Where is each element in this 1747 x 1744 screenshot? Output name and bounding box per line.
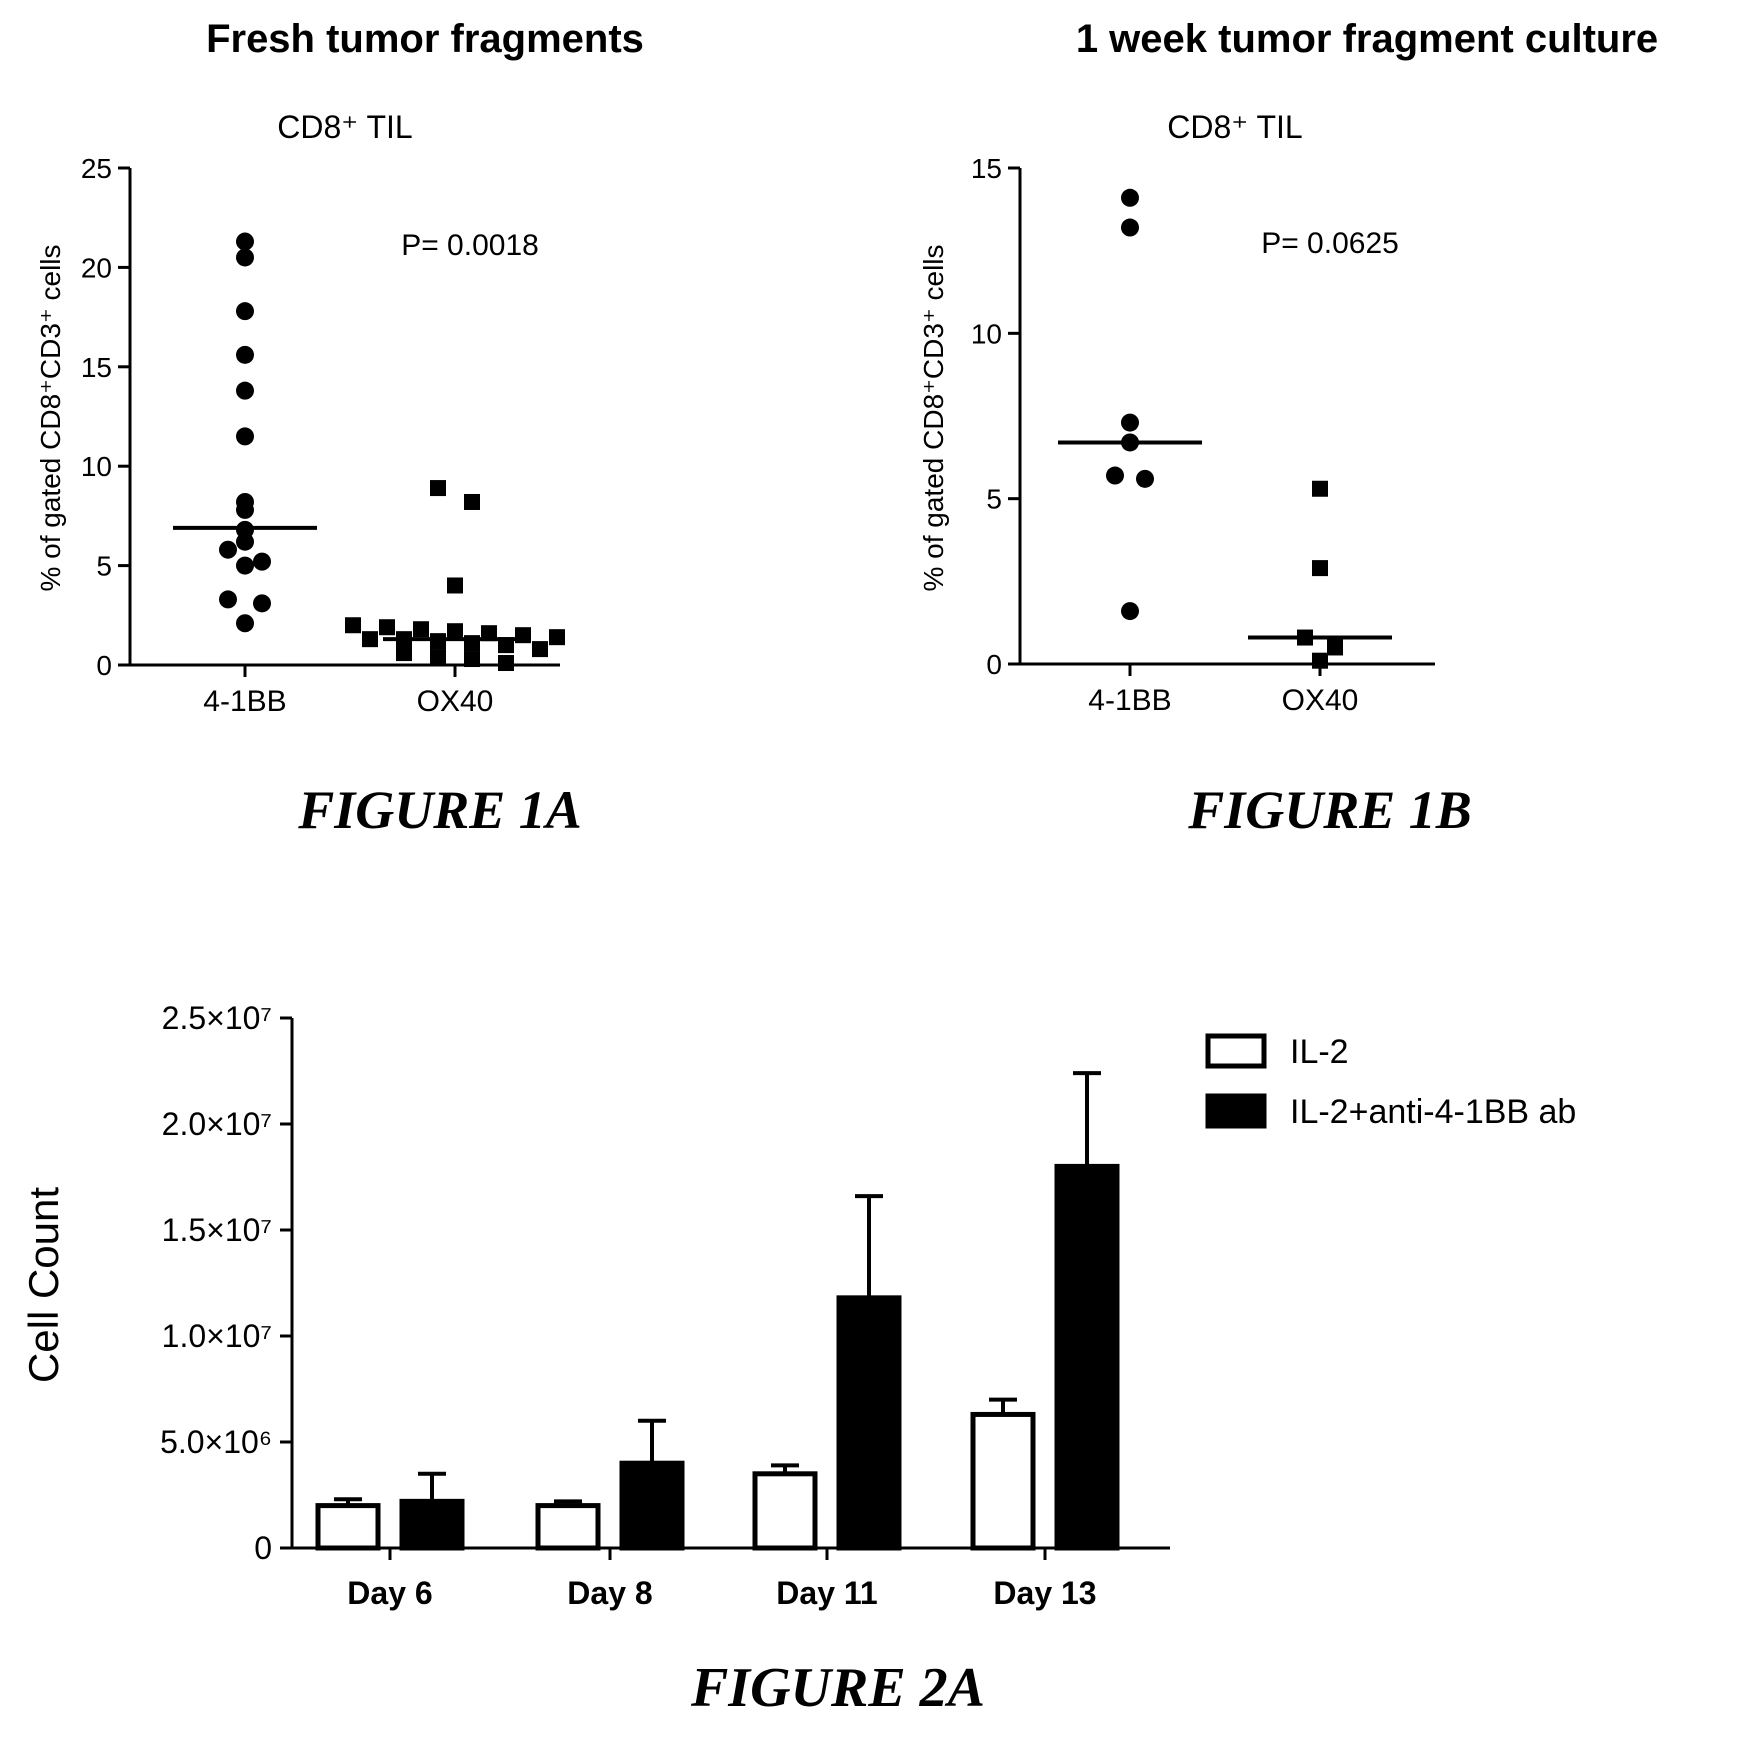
data-point	[447, 623, 463, 640]
bar	[752, 1471, 818, 1551]
data-point	[1121, 602, 1139, 621]
y-tick-label: 5	[96, 551, 112, 582]
data-point	[430, 649, 446, 666]
bar	[315, 1503, 381, 1551]
y-axis-label-1b: % of gated CD8⁺CD3⁺ cells	[918, 244, 949, 591]
data-point	[1106, 466, 1124, 485]
chart-1a: Fresh tumor fragments CD8⁺ TIL % of gate…	[35, 17, 644, 840]
x-tick-label: Day 13	[993, 1575, 1096, 1611]
data-point	[236, 302, 254, 321]
y-tick-label: 5.0×10⁶	[160, 1424, 272, 1460]
data-point	[236, 381, 254, 400]
data-point	[379, 619, 395, 636]
data-point	[236, 345, 254, 364]
data-point	[1121, 188, 1139, 207]
data-point	[236, 532, 254, 551]
y-tick-label: 10	[971, 318, 1002, 349]
x-tick-label: Day 8	[567, 1575, 652, 1611]
data-point	[236, 500, 254, 519]
data-point	[345, 617, 361, 634]
points-1a	[173, 232, 565, 672]
y-tick-label: 0	[986, 649, 1002, 680]
data-point	[219, 590, 237, 609]
y-tick-label: 1.5×10⁷	[162, 1212, 272, 1248]
data-point	[413, 621, 429, 638]
data-point	[498, 655, 514, 672]
y-tick-label: 0	[96, 650, 112, 681]
bar	[970, 1411, 1036, 1551]
legend-2a: IL-2 IL-2+anti-4-1BB ab	[1205, 1033, 1576, 1131]
chart-1b: 1 week tumor fragment culture CD8⁺ TIL %…	[918, 17, 1658, 840]
y-tick-label: 10	[81, 451, 112, 482]
bars-2a	[315, 1071, 1120, 1551]
figure-label-2a: FIGURE 2A	[690, 1657, 985, 1719]
y-tick-label: 2.0×10⁷	[162, 1106, 272, 1142]
x-tick-label: Day 11	[776, 1575, 877, 1611]
figure-label-1a: FIGURE 1A	[297, 780, 582, 840]
x-tick-label: 4-1BB	[203, 685, 286, 718]
data-point	[1136, 469, 1154, 488]
data-point	[236, 556, 254, 575]
legend-label-il2-anti-41bb: IL-2+anti-4-1BB ab	[1290, 1093, 1576, 1131]
data-point	[447, 577, 463, 594]
bar	[399, 1498, 465, 1551]
bar	[1054, 1163, 1120, 1551]
panel-title-1a: Fresh tumor fragments	[206, 17, 644, 61]
y-tick-label: 2.5×10⁷	[162, 1000, 272, 1036]
data-point	[532, 641, 548, 658]
chart-title-1a: CD8⁺ TIL	[277, 109, 412, 145]
data-point	[236, 614, 254, 633]
data-point	[1121, 413, 1139, 432]
p-value-1b: P= 0.0625	[1261, 227, 1399, 260]
y-tick-label: 15	[971, 153, 1002, 184]
data-point	[1312, 560, 1328, 577]
data-point	[464, 651, 480, 668]
y-axis-label-2a: Cell Count	[20, 1187, 67, 1383]
data-point	[219, 540, 237, 559]
data-point	[253, 552, 271, 571]
x-tick-label: 4-1BB	[1088, 684, 1171, 717]
data-point	[253, 594, 271, 613]
figure-label-1b: FIGURE 1B	[1187, 780, 1472, 840]
chart-title-1b: CD8⁺ TIL	[1167, 109, 1302, 145]
data-point	[396, 645, 412, 662]
data-point	[236, 427, 254, 446]
y-tick-label: 20	[81, 252, 112, 283]
legend-label-il2: IL-2	[1290, 1033, 1349, 1071]
data-point	[362, 631, 378, 648]
y-tick-label: 15	[81, 352, 112, 383]
data-point	[430, 480, 446, 497]
y-tick-label: 0	[254, 1530, 272, 1566]
axes-1b: 0 5 10 15 4-1BB OX40	[971, 153, 1435, 717]
x-tick-label: Day 6	[347, 1575, 432, 1611]
y-axis-label-1a: % of gated CD8⁺CD3⁺ cells	[35, 244, 66, 591]
y-tick-label: 1.0×10⁷	[162, 1318, 272, 1354]
x-tick-label: OX40	[1282, 684, 1359, 717]
data-point	[1312, 652, 1328, 669]
data-point	[1121, 218, 1139, 237]
bar	[836, 1295, 902, 1551]
y-tick-label: 5	[986, 484, 1002, 515]
chart-2a: Cell Count 0 5.0×10⁶ 1.0×10⁷ 1.5×10⁷ 2.0×10⁷…	[20, 1000, 1576, 1719]
x-tick-label: OX40	[417, 685, 494, 718]
data-point	[1312, 480, 1328, 497]
bar	[619, 1460, 685, 1551]
data-point	[464, 493, 480, 510]
legend-swatch-il2-anti-41bb	[1205, 1093, 1267, 1129]
axes-1a: 0 5 10 15 20 25 4-1BB OX40	[81, 153, 560, 718]
p-value-1a: P= 0.0018	[401, 229, 539, 262]
data-point	[549, 629, 565, 646]
panel-title-1b: 1 week tumor fragment culture	[1076, 17, 1658, 61]
data-point	[236, 232, 254, 251]
y-tick-label: 25	[81, 153, 112, 184]
data-point	[236, 248, 254, 267]
bar	[535, 1503, 601, 1551]
data-point	[1327, 639, 1343, 656]
points-1b	[1058, 188, 1392, 669]
legend-swatch-il2	[1205, 1033, 1267, 1069]
